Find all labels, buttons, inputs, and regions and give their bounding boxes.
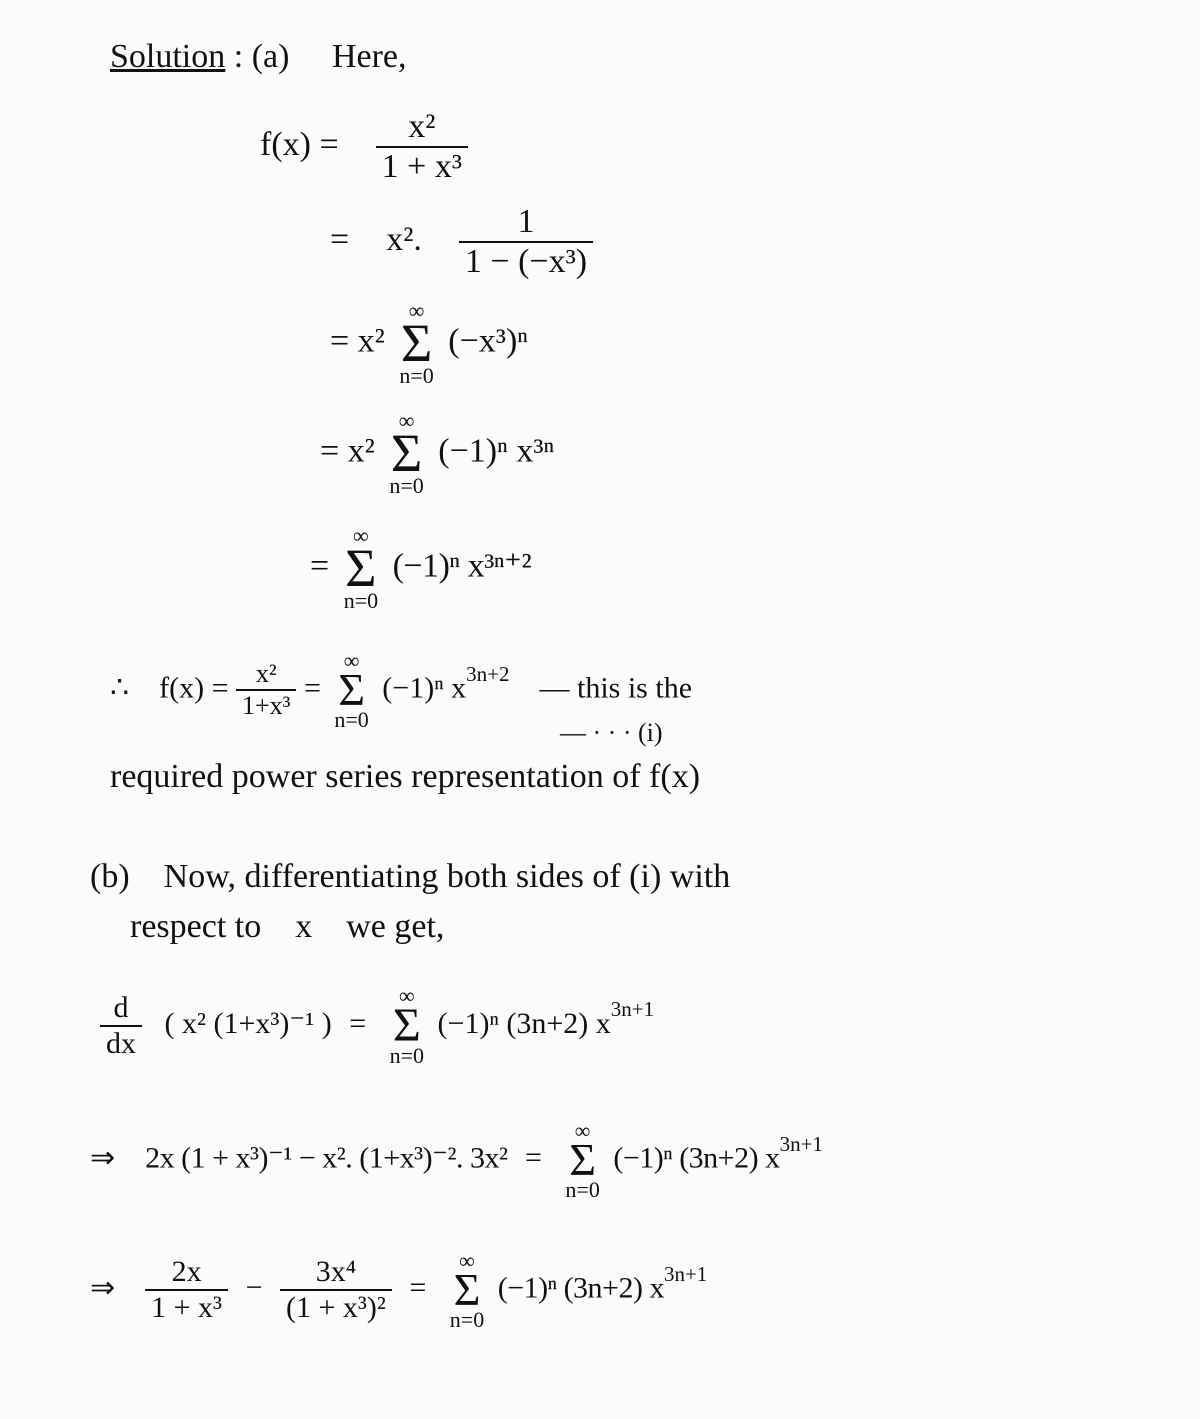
eq5: = ∞ Σ n=0 (−1)ⁿ x³ⁿ⁺² xyxy=(310,525,531,612)
step2-term: (−1)ⁿ (3n+2) x xyxy=(613,1141,779,1174)
sigma-icon: Σ xyxy=(450,1272,484,1309)
dots-i: — · · · (i) xyxy=(560,720,663,746)
ddx-den: dx xyxy=(100,1027,142,1059)
eq4-eq: = x² xyxy=(320,432,375,469)
therefore-note: — this is the xyxy=(540,671,693,704)
eq4-term: (−1)ⁿ x³ⁿ xyxy=(438,432,554,469)
heading-line: Solution : (a) Here, xyxy=(110,40,407,74)
part-b-weget: we get, xyxy=(346,908,444,945)
step3-minus: − xyxy=(246,1273,263,1303)
therefore-symbol-icon: ∴ xyxy=(110,671,129,704)
handwritten-solution-page: Solution : (a) Here, f(x) = x² 1 + x³ = … xyxy=(0,0,1200,1419)
part-b-line1: (b) Now, differentiating both sides of (… xyxy=(90,860,730,894)
therefore-term: (−1)ⁿ x xyxy=(382,671,466,704)
eq1-num: x² xyxy=(376,110,468,148)
therefore-sum: ∞ Σ n=0 xyxy=(334,650,368,731)
heading-solution: Solution xyxy=(110,38,225,75)
sigma-icon: Σ xyxy=(390,1007,424,1045)
eq3-eq: = x² xyxy=(330,322,385,359)
part-b-line2: respect to x we get, xyxy=(130,910,444,944)
step3-exp: 3n+1 xyxy=(664,1262,707,1286)
step2-sum: ∞ Σ n=0 xyxy=(565,1120,599,1201)
part-b-respect: respect to xyxy=(130,908,261,945)
diff-sum: ∞ Σ n=0 xyxy=(390,985,424,1067)
therefore-eq: = xyxy=(304,671,321,704)
ddx-fraction: d dx xyxy=(100,993,142,1059)
arrow-icon: ⇒ xyxy=(90,1141,115,1174)
part-a-label: (a) xyxy=(252,38,290,75)
diff-term: (−1)ⁿ (3n+2) x xyxy=(438,1007,611,1040)
sigma-icon: Σ xyxy=(389,432,423,475)
diff-line: d dx ( x² (1+x³)⁻¹ ) = ∞ Σ n=0 (−1)ⁿ (3n… xyxy=(100,985,654,1067)
ddx-num: d xyxy=(100,993,142,1027)
eq2-eq: = xyxy=(330,221,349,258)
eq1-fraction: x² 1 + x³ xyxy=(376,110,468,184)
eq2-num: 1 xyxy=(459,205,593,243)
step3-f2-den: (1 + x³)² xyxy=(280,1291,392,1323)
colon: : xyxy=(234,38,252,75)
sigma-icon: Σ xyxy=(565,1142,599,1179)
eq1: f(x) = x² 1 + x³ xyxy=(260,110,468,184)
eq5-sum-bot: n=0 xyxy=(344,590,378,612)
arrow-icon: ⇒ xyxy=(90,1271,115,1304)
step2-lhs: 2x (1 + x³)⁻¹ − x². (1+x³)⁻². 3x² xyxy=(145,1141,507,1174)
diff-arg: ( x² (1+x³)⁻¹ ) xyxy=(165,1007,332,1040)
eq3-sum-bot: n=0 xyxy=(399,365,433,387)
therefore-sum-bot: n=0 xyxy=(334,709,368,731)
eq2-x2: x². xyxy=(386,221,422,258)
eq2: = x². 1 1 − (−x³) xyxy=(330,205,593,279)
eq2-fraction: 1 1 − (−x³) xyxy=(459,205,593,279)
step3-term: (−1)ⁿ (3n+2) x xyxy=(498,1271,664,1304)
therefore-mid-frac: x² 1+x³ xyxy=(236,661,296,719)
therefore-exp: 3n+2 xyxy=(466,662,509,686)
step3-sum: ∞ Σ n=0 xyxy=(450,1250,484,1331)
eq4: = x² ∞ Σ n=0 (−1)ⁿ x³ⁿ xyxy=(320,410,554,497)
step3-frac2: 3x⁴ (1 + x³)² xyxy=(280,1257,392,1323)
sigma-icon: Σ xyxy=(334,672,368,709)
therefore-mden: 1+x³ xyxy=(236,691,296,719)
eq2-den: 1 − (−x³) xyxy=(459,243,593,279)
step3-frac1: 2x 1 + x³ xyxy=(145,1257,228,1323)
step2-line: ⇒ 2x (1 + x³)⁻¹ − x². (1+x³)⁻². 3x² = ∞ … xyxy=(90,1120,823,1201)
sigma-icon: Σ xyxy=(344,547,378,590)
eq3-sum: ∞ Σ n=0 xyxy=(399,300,433,387)
step2-eq: = xyxy=(525,1143,542,1173)
eq5-sum: ∞ Σ n=0 xyxy=(344,525,378,612)
sigma-icon: Σ xyxy=(399,322,433,365)
therefore-mnum: x² xyxy=(236,661,296,691)
eq4-sum: ∞ Σ n=0 xyxy=(389,410,423,497)
diff-sum-bot: n=0 xyxy=(390,1045,424,1067)
therefore-lhs: f(x) = xyxy=(159,671,228,704)
eq4-sum-bot: n=0 xyxy=(389,475,423,497)
diff-exp: 3n+1 xyxy=(611,997,654,1021)
eq3: = x² ∞ Σ n=0 (−x³)ⁿ xyxy=(330,300,528,387)
step3-sum-bot: n=0 xyxy=(450,1309,484,1331)
diff-eq: = xyxy=(349,1009,366,1039)
required-line: required power series representation of … xyxy=(110,760,700,794)
step3-line: ⇒ 2x 1 + x³ − 3x⁴ (1 + x³)² = ∞ Σ n=0 (−… xyxy=(90,1250,707,1331)
part-b-text1: Now, differentiating both sides of (i) w… xyxy=(164,858,731,895)
eq3-term: (−x³)ⁿ xyxy=(448,322,528,359)
here-label: Here, xyxy=(332,38,407,75)
eq1-den: 1 + x³ xyxy=(376,148,468,184)
step3-f1-num: 2x xyxy=(145,1257,228,1291)
step3-f2-num: 3x⁴ xyxy=(280,1257,392,1291)
part-b-x: x xyxy=(295,908,312,945)
eq1-lhs: f(x) = xyxy=(260,126,339,163)
eq5-eq: = xyxy=(310,547,329,584)
step3-eq: = xyxy=(409,1273,426,1303)
part-b-label: (b) xyxy=(90,858,130,895)
eq5-term: (−1)ⁿ x³ⁿ⁺² xyxy=(393,547,532,584)
step2-exp: 3n+1 xyxy=(780,1132,823,1156)
step3-f1-den: 1 + x³ xyxy=(145,1291,228,1323)
step2-sum-bot: n=0 xyxy=(565,1179,599,1201)
